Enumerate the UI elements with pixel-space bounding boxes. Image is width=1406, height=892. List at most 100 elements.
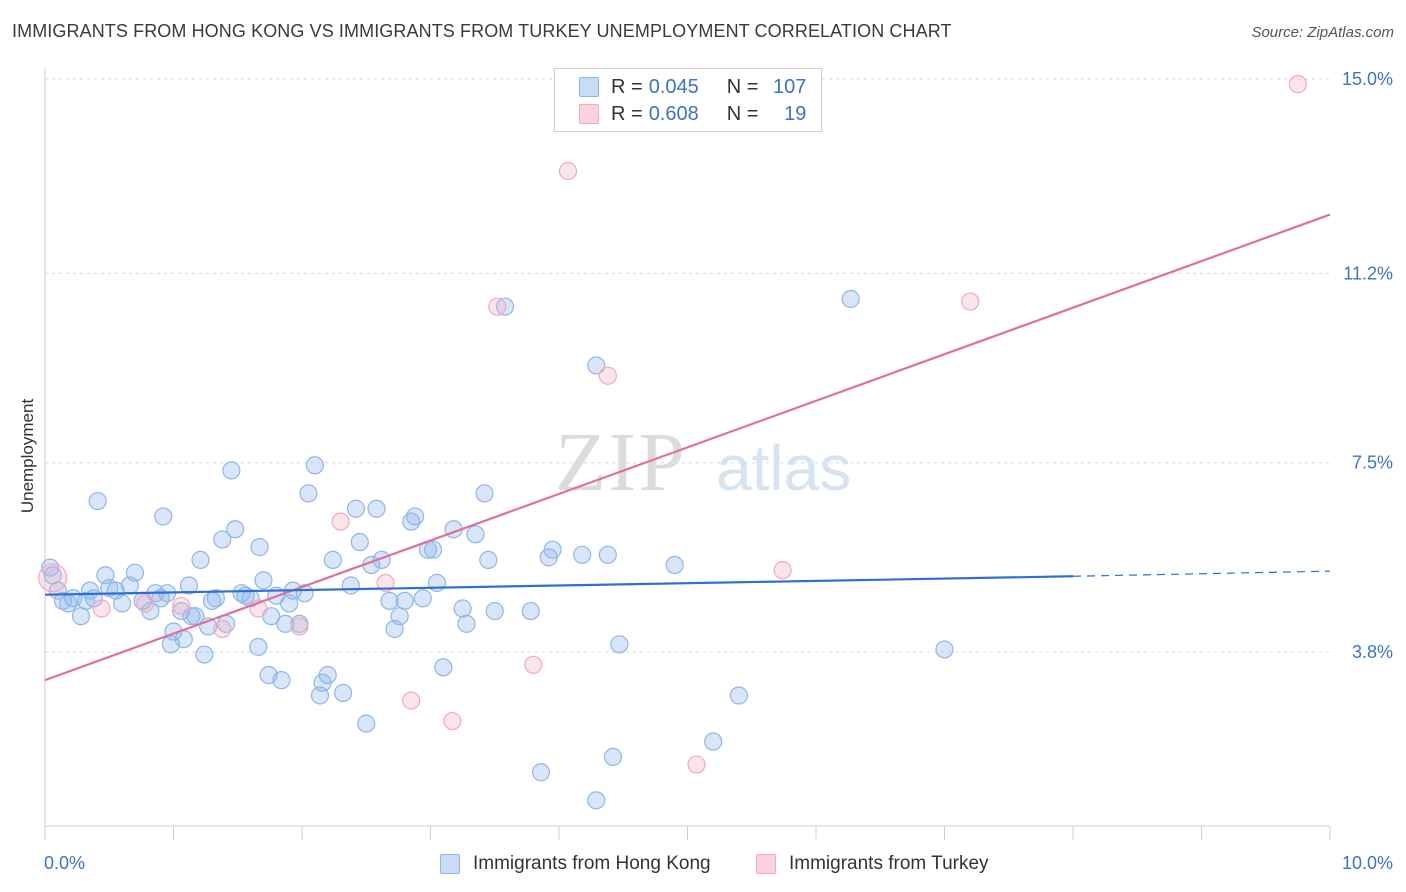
hong-kong-point xyxy=(299,484,318,503)
legend-n-value: 19 xyxy=(784,102,807,125)
turkey-point xyxy=(687,755,706,774)
hong-kong-point xyxy=(226,520,245,539)
turkey-point xyxy=(488,297,507,316)
hong-kong-point xyxy=(380,591,399,610)
turkey-points xyxy=(38,75,1307,774)
turkey-point xyxy=(402,691,421,710)
hong-kong-point xyxy=(413,589,432,608)
hong-kong-point xyxy=(341,576,360,595)
legend-row-turkey: R = 0.608 N = 19 xyxy=(579,101,806,127)
x-tick-label: 10.0% xyxy=(1342,853,1393,873)
turkey-point xyxy=(213,619,232,639)
turkey-point xyxy=(172,596,191,616)
y-tick-labels: 3.8% 7.5% 11.2% 15.0% xyxy=(1342,69,1393,662)
turkey-point xyxy=(443,711,462,731)
source-label: Source: ZipAtlas.com xyxy=(1251,24,1394,41)
hong-kong-point xyxy=(543,540,562,559)
hong-kong-point xyxy=(357,714,376,733)
legend-r-value: 0.608 xyxy=(648,102,699,125)
hong-kong-trend-extension xyxy=(1072,570,1331,577)
hong-kong-point xyxy=(453,599,472,618)
hong-kong-point xyxy=(272,671,291,690)
hong-kong-point xyxy=(729,686,749,705)
turkey-point xyxy=(524,655,543,674)
turkey-point xyxy=(376,573,395,593)
hong-kong-point xyxy=(254,571,273,590)
legend-row-hong-kong: R = 0.045 N = 107 xyxy=(579,74,806,100)
turkey-point xyxy=(92,599,111,618)
hong-kong-point xyxy=(610,635,629,654)
legend-swatch-hong-kong xyxy=(579,77,599,97)
hong-kong-point xyxy=(531,763,551,782)
legend-r-value: 0.045 xyxy=(648,75,699,98)
hong-kong-trend-line xyxy=(44,575,1074,596)
watermark: ZIP atlas xyxy=(555,416,851,509)
y-tick-label: 11.2% xyxy=(1343,263,1393,283)
hong-kong-point xyxy=(367,499,386,518)
hong-kong-point xyxy=(112,594,132,613)
bottom-legend-label-turkey: Immigrants from Turkey xyxy=(789,853,989,874)
hong-kong-point xyxy=(350,532,369,552)
axes xyxy=(44,68,1331,840)
x-tick-labels: 0.0% 10.0% xyxy=(44,853,1393,873)
stats-legend: R = 0.045 N = 107 R = 0.608 N = 19 xyxy=(554,68,822,132)
turkey-point xyxy=(558,161,578,181)
bottom-legend-swatch-turkey xyxy=(756,854,776,874)
legend-n-label: N = xyxy=(726,75,759,98)
turkey-point xyxy=(598,366,617,385)
hong-kong-point xyxy=(323,550,342,570)
watermark-atlas: atlas xyxy=(716,432,851,504)
x-tick-label: 0.0% xyxy=(44,853,85,873)
hong-kong-point xyxy=(665,555,684,575)
hong-kong-point xyxy=(390,607,409,626)
legend-r-label: R = xyxy=(611,75,643,98)
hong-kong-point xyxy=(598,545,617,564)
hong-kong-point xyxy=(195,645,214,664)
hong-kong-point xyxy=(276,614,295,633)
hong-kong-point xyxy=(191,550,210,570)
hong-kong-point xyxy=(222,461,241,480)
bottom-legend-turkey: Immigrants from Turkey xyxy=(756,851,989,877)
hong-kong-point xyxy=(521,601,540,621)
hong-kong-point xyxy=(485,601,504,621)
hong-kong-point xyxy=(841,289,860,309)
hong-kong-point xyxy=(213,530,232,549)
legend-r-label: R = xyxy=(611,102,643,125)
turkey-point xyxy=(290,617,309,636)
turkey-point xyxy=(961,292,980,311)
hong-kong-point xyxy=(88,491,107,511)
watermark-zip: ZIP xyxy=(555,416,687,509)
turkey-point xyxy=(331,512,350,531)
bottom-legend-swatch-hong-kong xyxy=(440,854,460,874)
y-tick-label: 3.8% xyxy=(1352,642,1393,662)
turkey-point xyxy=(136,594,155,613)
chart-title: IMMIGRANTS FROM HONG KONG VS IMMIGRANTS … xyxy=(12,21,952,41)
turkey-point xyxy=(38,563,68,593)
hong-kong-point xyxy=(334,683,353,703)
hong-kong-point xyxy=(603,747,623,766)
hong-kong-point xyxy=(206,589,226,608)
hong-kong-point xyxy=(704,732,723,751)
legend-n-label: N = xyxy=(726,102,759,125)
y-axis-label: Unemployment xyxy=(18,398,37,514)
bottom-legend-hong-kong: Immigrants from Hong Kong xyxy=(440,851,711,877)
hong-kong-point xyxy=(318,665,337,685)
hong-kong-point xyxy=(250,538,269,557)
hong-kong-point xyxy=(457,614,476,633)
hong-kong-point xyxy=(395,591,414,610)
hong-kong-point xyxy=(434,658,453,677)
hong-kong-point xyxy=(587,356,606,375)
hong-kong-point xyxy=(179,576,199,595)
turkey-point xyxy=(773,561,792,580)
legend-n-value: 107 xyxy=(773,75,807,98)
hong-kong-point xyxy=(423,540,443,559)
legend-swatch-turkey xyxy=(579,104,599,124)
trend-lines xyxy=(44,213,1331,682)
hong-kong-point xyxy=(587,791,606,810)
hong-kong-point xyxy=(479,550,498,570)
turkey-point xyxy=(1288,75,1307,94)
hong-kong-point xyxy=(154,507,173,526)
hong-kong-point xyxy=(125,563,145,582)
hong-kong-point xyxy=(573,545,592,564)
